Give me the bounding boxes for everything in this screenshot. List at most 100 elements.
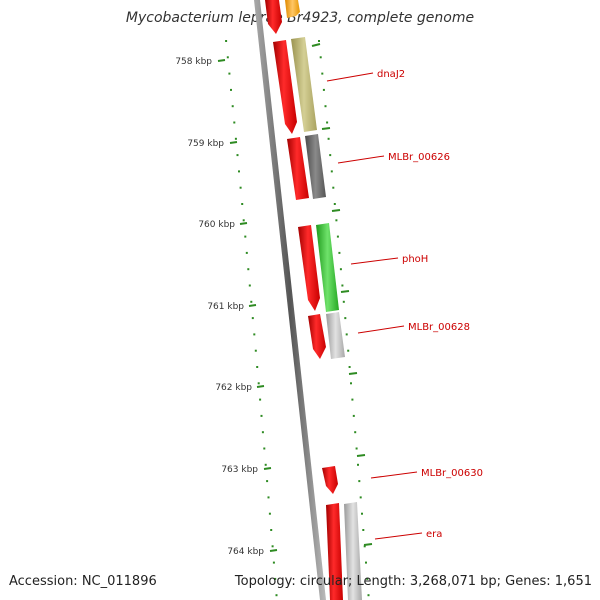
ruler-minor-tick: [339, 268, 342, 271]
ruler-minor-tick: [238, 170, 240, 173]
ruler-minor-tick: [366, 577, 369, 580]
ruler-minor-tick: [367, 594, 370, 597]
ruler-minor-tick: [239, 186, 242, 189]
ruler-minor-tick: [272, 561, 275, 564]
ruler-minor-tick: [241, 203, 244, 205]
ruler-minor-tick: [257, 382, 260, 385]
gene-feature-dnaJ2: [291, 37, 317, 132]
ruler-minor-tick: [248, 284, 251, 287]
gene-label-text[interactable]: phoH: [402, 254, 428, 265]
ruler-tick-762: 762 kbp: [215, 383, 265, 393]
outer-ruler-ticks: [311, 43, 373, 546]
cds-feature-MLBr-00628: [308, 314, 326, 359]
gene-label-text[interactable]: MLBr_00626: [388, 152, 450, 163]
ruler-minor-tick: [234, 137, 237, 140]
ruler-minor-tick: [344, 317, 347, 320]
cds-feature-top: [265, 0, 282, 34]
ruler-minor-tick: [318, 40, 320, 42]
ruler-ticks: 758 kbp 759 kbp 760 kbp 761 kbp 762 kbp …: [175, 57, 278, 557]
ruler-minor-tick: [333, 203, 336, 205]
ruler-minor-tick: [275, 594, 278, 597]
gene-label-MLBr-00628[interactable]: MLBr_00628: [357, 322, 470, 334]
ruler-minor-tick: [230, 88, 232, 91]
ruler-minor-tick: [250, 300, 253, 303]
gene-feature-phoH: [316, 223, 339, 312]
accession-text: Accession: NC_011896: [9, 574, 157, 589]
outer-tick: [340, 290, 350, 293]
ruler-minor-tick: [322, 88, 325, 91]
ruler-tick-label: 764 kbp: [227, 547, 264, 557]
ruler-minor-tick: [347, 349, 350, 352]
gene-label-text[interactable]: MLBr_00630: [421, 468, 483, 479]
ruler-minor-tick: [362, 529, 365, 531]
gene-label-leader: [374, 532, 423, 540]
ruler-tick-mark: [229, 141, 238, 144]
gene-label-leader: [326, 72, 374, 82]
gene-label-dnaJ2[interactable]: dnaJ2: [326, 69, 405, 82]
ruler-minor-tick: [254, 349, 257, 352]
gene-label-text[interactable]: MLBr_00628: [408, 322, 470, 333]
ruler-tick-764: 764 kbp: [227, 547, 278, 557]
ruler-minor-tick: [358, 480, 361, 483]
ruler-minor-tick: [236, 154, 239, 157]
ruler-minor-tick: [355, 447, 358, 450]
ruler-minor-tick: [268, 512, 271, 515]
gene-label-MLBr-00630[interactable]: MLBr_00630: [370, 468, 483, 479]
outer-track-features: [285, 0, 362, 600]
ruler-minor-tick: [345, 333, 348, 336]
outer-ruler-minor-ticks: [318, 40, 370, 597]
ruler-minor-tick: [271, 545, 274, 548]
gene-label-leader: [370, 471, 418, 479]
ruler-minor-tick: [244, 235, 247, 238]
inner-track-features: [265, 0, 343, 600]
ruler-tick-761: 761 kbp: [207, 302, 257, 312]
ruler-minor-tick: [260, 414, 263, 417]
ruler-minor-tick: [338, 251, 341, 254]
ruler-minor-tick: [327, 137, 330, 140]
gene-feature-top: [285, 0, 300, 18]
ruler-tick-759: 759 kbp: [187, 139, 238, 149]
ruler-minor-tick: [264, 463, 267, 466]
cds-feature-phoH: [298, 225, 320, 311]
gene-label-MLBr-00626[interactable]: MLBr_00626: [337, 152, 450, 164]
ruler-minor-tick: [363, 545, 366, 548]
ruler-minor-tick: [233, 121, 236, 124]
ruler-minor-tick: [350, 382, 352, 385]
ruler-tick-label: 760 kbp: [198, 220, 235, 230]
gene-label-text[interactable]: era: [426, 529, 442, 540]
outer-tick: [356, 454, 366, 457]
gene-label-era[interactable]: era: [374, 529, 442, 540]
ruler-minor-tick: [228, 72, 231, 75]
outer-tick: [363, 543, 373, 546]
ruler-minor-tick: [245, 251, 248, 254]
ruler-tick-label: 761 kbp: [207, 302, 244, 312]
ruler-minor-tick: [351, 398, 354, 401]
cds-feature-MLBr-00626: [287, 137, 309, 200]
ruler-minor-ticks: [225, 40, 278, 597]
ruler-minor-tick: [266, 480, 269, 483]
ruler-minor-tick: [336, 235, 339, 238]
ruler-minor-tick: [270, 529, 273, 531]
gene-label-leader: [337, 155, 385, 164]
ruler-minor-tick: [348, 366, 351, 368]
ruler-minor-tick: [357, 463, 359, 466]
gene-label-text[interactable]: dnaJ2: [377, 69, 405, 80]
ruler-minor-tick: [267, 496, 270, 499]
ruler-tick-mark: [256, 385, 265, 388]
ruler-minor-tick: [341, 284, 344, 287]
ruler-tick-label: 759 kbp: [187, 139, 224, 149]
ruler-minor-tick: [242, 219, 245, 222]
gene-feature-era: [344, 502, 362, 600]
ruler-minor-tick: [261, 431, 264, 434]
ruler-tick-label: 758 kbp: [175, 57, 212, 67]
ruler-minor-tick: [354, 431, 357, 434]
outer-tick: [311, 43, 321, 47]
gene-label-phoH[interactable]: phoH: [350, 254, 428, 265]
gene-labels: dnaJ2 MLBr_00626 phoH MLBr_00628 MLBr_00…: [326, 69, 483, 540]
ruler-minor-tick: [225, 40, 228, 42]
ruler-minor-tick: [335, 219, 338, 222]
ruler-minor-tick: [326, 121, 329, 124]
ruler-tick-760: 760 kbp: [198, 220, 248, 230]
ruler-minor-tick: [365, 561, 367, 564]
cds-feature-era: [326, 503, 343, 600]
